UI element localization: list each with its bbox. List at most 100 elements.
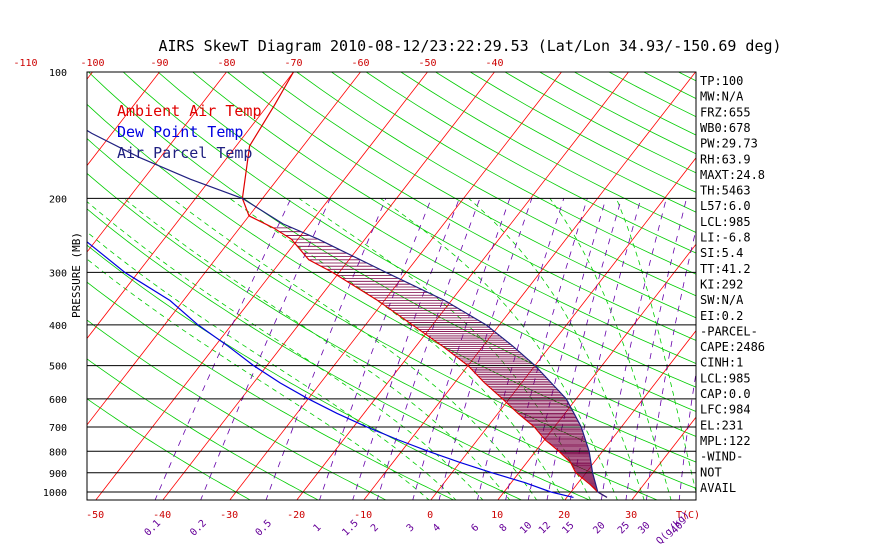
top-temp-tick-label: -50 xyxy=(418,58,436,69)
index-label: NOT xyxy=(700,465,722,479)
top-temp-tick-label: -100 xyxy=(80,58,104,69)
isotherm-line xyxy=(87,72,160,167)
mixing-ratio-lines xyxy=(154,198,696,500)
mixing-ratio-line xyxy=(319,198,432,500)
mixing-ratio-tick-label: 4 xyxy=(431,522,443,534)
index-label: TH:5463 xyxy=(700,184,751,198)
legend-air-parcel-temp: Air Parcel Temp xyxy=(117,144,252,162)
index-label: WB0:678 xyxy=(700,121,751,135)
moist-adiabat-line xyxy=(123,198,511,500)
bottom-temp-tick-label: -40 xyxy=(153,510,171,521)
index-label: MAXT:24.8 xyxy=(700,168,765,182)
isotherm-line xyxy=(0,72,26,501)
isotherm-line xyxy=(95,72,428,500)
dry-adiabat-line xyxy=(87,208,591,500)
bottom-temp-tick-label: -50 xyxy=(86,510,104,521)
index-label: FRZ:655 xyxy=(700,105,751,119)
mixing-ratio-line xyxy=(505,198,588,500)
mixing-ratio-tick-label: 6 xyxy=(469,522,481,534)
index-label: KI:292 xyxy=(700,277,743,291)
bottom-temp-tick-label: 30 xyxy=(625,510,637,521)
index-label: PW:29.73 xyxy=(700,137,758,151)
dry-adiabat-line xyxy=(87,319,387,500)
index-label: TP:100 xyxy=(700,74,743,88)
dry-adiabat-line xyxy=(331,72,696,275)
mixing-ratio-line xyxy=(625,198,687,500)
mixing-ratio-line xyxy=(200,198,331,500)
mixing-ratio-line xyxy=(546,198,622,500)
index-label: -PARCEL- xyxy=(700,324,758,338)
index-label: SI:5.4 xyxy=(700,246,743,260)
top-temp-tick-label: -60 xyxy=(351,58,369,69)
index-label: CAP:0.0 xyxy=(700,387,751,401)
mixing-ratio-tick-label: 0.5 xyxy=(254,518,275,539)
mixing-ratio-line xyxy=(154,198,292,500)
moist-adiabat-line xyxy=(87,201,484,500)
mixing-ratio-tick-label: 12 xyxy=(537,520,553,536)
mixing-ratio-tick-label: 20 xyxy=(591,520,607,536)
legend: Ambient Air Temp Dew Point Temp Air Parcel… xyxy=(117,102,262,162)
top-temp-tick-label: -70 xyxy=(284,58,302,69)
bottom-temp-tick-label: 10 xyxy=(491,510,503,521)
mixing-ratio-tick-label: 0.2 xyxy=(188,518,209,539)
sounding-series xyxy=(87,72,608,498)
legend-ambient-air-temp: Ambient Air Temp xyxy=(117,102,262,120)
index-label: LFC:984 xyxy=(700,403,751,417)
mixing-ratio-line xyxy=(527,198,607,500)
moist-adiabat-line xyxy=(229,198,565,500)
moist-adiabat-line xyxy=(87,231,457,500)
dew-point-line xyxy=(87,241,574,498)
isotherm-line xyxy=(87,72,361,426)
pressure-tick-label: 1000 xyxy=(43,488,67,499)
index-label: EI:0.2 xyxy=(700,309,743,323)
y-axis-label: PRESSURE (MB) xyxy=(70,232,83,318)
index-label: L57:6.0 xyxy=(700,199,751,213)
index-label: CAPE:2486 xyxy=(700,340,765,354)
dry-adiabat-line xyxy=(157,72,696,388)
mixing-ratio-line xyxy=(352,198,460,500)
pressure-ticks: 100 200 300 400 500 600 700 800 900 1000 xyxy=(43,68,67,499)
dry-adiabat-line xyxy=(748,72,870,501)
dry-adiabat-line xyxy=(192,72,696,364)
bottom-temp-tick-label: -20 xyxy=(287,510,305,521)
dry-adiabat-line xyxy=(88,72,696,437)
cape-hatch-area xyxy=(273,227,598,490)
isotherm-line xyxy=(765,72,870,501)
mixing-ratio-tick-label: Q(g/kg) xyxy=(654,509,692,547)
moist-adiabat-line xyxy=(615,198,696,494)
top-temp-tick-label: -90 xyxy=(150,58,168,69)
pressure-lines xyxy=(87,197,696,493)
mixing-ratio-tick-label: 10 xyxy=(518,520,534,536)
pressure-tick-label: 100 xyxy=(49,68,67,79)
pressure-tick-label: 500 xyxy=(49,362,67,373)
index-label: CINH:1 xyxy=(700,356,743,370)
pressure-tick-label: 200 xyxy=(49,194,67,205)
index-label: TT:41.2 xyxy=(700,262,751,276)
dry-adiabat-line xyxy=(87,244,523,500)
dry-adiabat-line xyxy=(87,358,320,500)
top-temp-tick-label: -40 xyxy=(485,58,503,69)
isotherm-line xyxy=(87,72,294,340)
index-label: RH:63.9 xyxy=(700,152,751,166)
isotherm-line xyxy=(162,72,495,500)
mixing-ratio-line xyxy=(438,198,533,500)
moist-adiabat-line xyxy=(549,198,672,500)
bottom-temperature-ticks: -50 -40 -30 -20 -10 0 10 20 30 T(C) xyxy=(86,510,700,521)
top-temp-tick-label: -80 xyxy=(217,58,235,69)
bottom-temp-tick-label: T(C) xyxy=(676,510,700,521)
mixing-ratio-tick-label: 8 xyxy=(498,522,510,534)
mixing-ratio-tick-label: 1.5 xyxy=(340,518,361,539)
mixing-ratio-line xyxy=(477,198,565,500)
mixing-ratio-line xyxy=(265,198,387,500)
index-label: LI:-6.8 xyxy=(700,231,751,245)
dry-adiabat-line xyxy=(87,138,696,489)
dry-adiabat-line xyxy=(261,72,696,319)
isotherm-line xyxy=(564,330,696,500)
pressure-tick-label: 400 xyxy=(49,321,67,332)
mixing-ratio-tick-label: 0.1 xyxy=(143,518,164,539)
dry-adiabat-line xyxy=(365,72,696,254)
mixing-ratio-line xyxy=(569,198,642,500)
bottom-temp-tick-label: -30 xyxy=(220,510,238,521)
mixing-ratio-line xyxy=(412,198,511,500)
